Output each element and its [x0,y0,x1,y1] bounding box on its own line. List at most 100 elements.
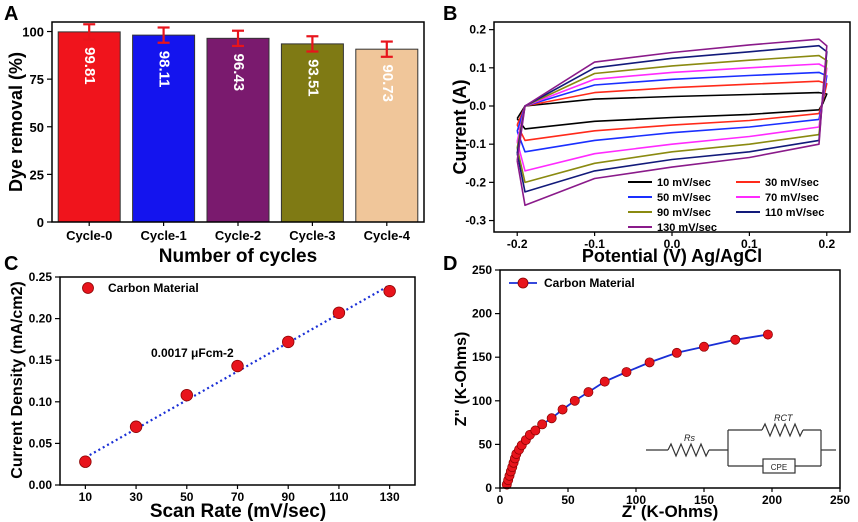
panel-c-point-2 [180,388,193,402]
panel-c-legend-label: Carbon Material [108,281,199,295]
panel-c-xtick-label-3: 70 [231,490,245,504]
panel-d-frame [499,269,841,489]
panel-c-xtick-label-6: 130 [380,490,400,504]
panel-b-cv-chart: -0.3-0.2-0.10.00.10.2 -0.2 -0.1 0.0 0.1 0.2 … [450,21,851,266]
panel-d-point-12 [530,425,541,436]
panel-b-series-0 [516,91,828,130]
panel-d-point-17 [583,387,594,398]
panel-a-xtick-label-1: Cycle-1 [140,228,186,243]
panel-a-bar-chart: 99.81 98.11 96.43 93.51 90.73 0 25 50 75 100 Cyc… [6,21,425,267]
panel-b-series-6 [516,38,828,207]
panel-c-xtick-label-2: 50 [180,490,194,504]
panel-b-ytick-label-0: -0.3 [465,214,486,228]
panel-c-point-0 [79,455,92,468]
panel-a-bar-0 [57,31,121,223]
panel-a-value-label-0: 99.81 [81,47,98,85]
panel-d-xlabel: Z' (K-Ohms) [622,502,719,521]
panel-b-ytick-label-5: 0.2 [469,23,486,37]
panel-c-point-3 [231,359,244,373]
panel-label-a: A [4,3,18,25]
rct-label: RCT [774,413,794,423]
panel-b-legend-label-5: 110 mV/sec [765,207,824,219]
panel-a-value-label-4: 90.73 [379,64,396,102]
panel-c-point-6 [383,284,396,298]
panel-d-series-line [505,333,769,485]
panel-c-xlabel: Scan Rate (mV/sec) [150,501,326,522]
panel-d-xtick-label-4: 200 [762,493,782,507]
panel-d-point-19 [621,367,632,377]
panel-b-series-5 [516,44,828,193]
panel-d-point-24 [762,329,773,340]
panel-a-xtick-label-2: Cycle-2 [215,228,261,243]
panel-d-point-16 [569,395,580,406]
panel-a-value-label-1: 98.11 [156,51,173,88]
panel-d-point-13 [537,419,548,430]
panel-d-xtick-label-2: 100 [626,493,646,507]
panel-a-xlabel: Number of cycles [159,246,317,267]
panel-b-ytick-label-2: -0.1 [465,137,486,151]
panel-c-annotation: 0.0017 μFcm-2 [151,346,234,360]
panel-c-point-1 [129,420,143,433]
panel-b-xtick-label-1: -0.1 [584,237,605,251]
panel-d-legend: Carbon Material [509,276,635,290]
panel-d-xtick-label-1: 50 [561,493,575,507]
panel-d-legend-label: Carbon Material [544,276,635,290]
panel-d-ytick-label-5: 250 [472,263,492,277]
panel-d-nyquist-chart: 0 50 100 150 200 250 0 50 100 150 200 250 Carbon M… [453,263,850,521]
panel-b-legend-label-4: 90 mV/sec [657,207,711,219]
panel-d-ytick-label-1: 50 [479,437,493,451]
panel-d-point-22 [699,341,709,352]
panel-b-xlabel: Potential (V) Ag/AgCl [582,246,762,266]
panel-b-xtick-label-3: 0.1 [741,237,758,251]
panel-c-xtick-label-1: 30 [129,490,143,504]
panel-a-ytick-label-3: 75 [30,72,44,87]
panel-c-scatter-chart: 0.00 0.05 0.10 0.15 0.20 0.25 10 30 50 70 90 110 13… [9,270,416,522]
rs-resistor [667,442,710,458]
panel-c-ytick-label-0: 0.00 [29,478,53,492]
panel-b-legend-label-6: 130 mV/sec [657,222,717,234]
panel-c-ytick-label-2: 0.10 [29,395,53,409]
rct-resistor [761,422,804,438]
panel-label-d: D [443,253,457,275]
panel-a-xtick-label-4: Cycle-4 [364,228,411,243]
panel-a-bar-3 [280,43,344,223]
panel-d-ytick-label-2: 100 [472,394,492,408]
panel-a-bar-4 [355,48,419,223]
panel-b-xtick-label-0: -0.2 [507,237,528,251]
panel-a-ytick-label-0: 0 [37,215,44,230]
panel-c-xtick-label-5: 110 [329,490,349,504]
panel-d-ytick-label-3: 150 [472,350,492,364]
panel-label-b: B [443,3,457,25]
panel-c-xtick-label-0: 10 [79,490,93,504]
panel-b-legend-label-0: 10 mV/sec [657,177,711,189]
panel-a-xtick-label-0: Cycle-0 [66,228,112,243]
panel-c-ytick-label-3: 0.15 [29,353,53,367]
panel-d-point-20 [644,357,655,368]
panel-a-value-label-3: 93.51 [304,59,321,97]
panel-d-legend-marker [517,277,529,289]
panel-a-ytick-label-1: 25 [30,167,44,182]
panel-b-legend-label-2: 50 mV/sec [657,192,711,204]
panel-d-point-14 [546,413,557,424]
panel-d-ytick-label-0: 0 [485,481,492,495]
panel-d-point-15 [557,404,568,415]
panel-d-xtick-label-3: 150 [694,493,714,507]
panel-c-ylabel: Current Density (mA/cm2) [9,281,26,478]
panel-d-ytick-label-4: 200 [472,307,492,321]
panel-b-ytick-label-1: -0.2 [465,175,486,189]
panel-c-point-5 [332,306,346,319]
panel-a-value-label-2: 96.43 [230,54,247,92]
panel-c-xtick-label-4: 90 [282,490,296,504]
circuit-inset [646,422,836,474]
panel-b-ytick-label-3: 0.0 [469,99,486,113]
panel-d-xtick-label-0: 0 [497,493,504,507]
panel-c-frame [59,276,416,486]
panel-c-legend-marker [82,282,94,294]
panel-b-legend-label-1: 30 mV/sec [765,177,819,189]
panel-c-legend: Carbon Material [82,281,199,295]
rs-label: Rs [684,433,695,443]
panel-b-xtick-label-2: 0.0 [664,237,681,251]
panel-label-c: C [4,253,18,275]
panel-a-ytick-label-4: 100 [22,25,44,40]
